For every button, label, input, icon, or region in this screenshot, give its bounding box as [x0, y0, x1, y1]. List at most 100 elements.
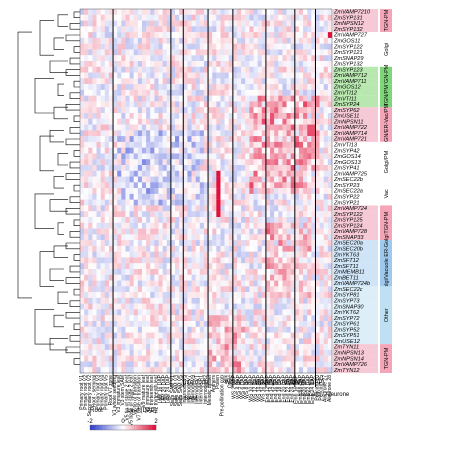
heatmap-cell — [137, 367, 143, 374]
heatmap-cell — [327, 321, 333, 327]
heatmap-cell — [315, 176, 320, 183]
heatmap-cell — [158, 211, 163, 218]
heatmap-cell — [315, 355, 320, 362]
heatmap-cell — [270, 240, 275, 247]
heatmap-cell — [323, 280, 329, 287]
heatmap-cell — [232, 101, 238, 108]
heatmap-cell — [133, 188, 138, 195]
heatmap-cell — [286, 9, 291, 15]
heatmap-cell — [166, 228, 172, 235]
heatmap-cell — [162, 303, 167, 310]
heatmap-cell — [270, 26, 275, 33]
heatmap-cell — [96, 217, 101, 223]
heatmap-cell — [121, 269, 126, 275]
heatmap-cell — [224, 176, 229, 183]
heatmap-cell — [195, 188, 200, 195]
heatmap-cell — [195, 355, 200, 362]
heatmap-cell — [166, 326, 172, 333]
heatmap-cell — [216, 361, 221, 368]
heatmap-cell — [212, 193, 217, 200]
heatmap-cell — [166, 286, 172, 293]
heatmap-cell — [257, 130, 262, 137]
heatmap-cell — [203, 118, 209, 125]
heatmap-cell — [146, 113, 151, 119]
heatmap-cell — [274, 32, 279, 39]
heatmap-cell — [113, 222, 118, 229]
heatmap-cell — [104, 222, 110, 229]
heatmap-cell — [179, 205, 184, 212]
heatmap-cell — [84, 26, 89, 33]
heatmap-cell — [137, 182, 143, 189]
heatmap-cell — [137, 84, 143, 91]
heatmap-cell — [327, 274, 333, 281]
heatmap-cell — [253, 199, 258, 206]
heatmap-cell — [282, 118, 287, 125]
heatmap-cell — [327, 118, 333, 125]
heatmap-cell — [249, 95, 254, 102]
heatmap-cell — [323, 355, 329, 362]
heatmap-cell — [212, 326, 217, 333]
heatmap-cell — [323, 240, 329, 247]
heatmap-cell — [208, 37, 213, 44]
heatmap-cell — [146, 321, 151, 327]
heatmap-cell — [179, 153, 184, 160]
heatmap-cell — [170, 107, 176, 114]
heatmap-cell — [154, 217, 159, 223]
heatmap-cell — [121, 274, 126, 281]
heatmap-cell — [179, 263, 184, 270]
heatmap-cell — [298, 113, 304, 119]
heatmap-cell — [92, 159, 97, 166]
heatmap-cell — [270, 292, 275, 299]
heatmap-cell — [100, 257, 105, 264]
heatmap-cell — [224, 113, 229, 119]
heatmap-cell — [137, 361, 143, 368]
gene-label: ZmTYN12 — [333, 368, 360, 374]
heatmap-cell — [319, 240, 324, 247]
heatmap-cell — [166, 297, 172, 304]
heatmap-cell — [265, 61, 271, 67]
heatmap-cell — [236, 349, 242, 356]
heatmap-cell — [311, 66, 316, 73]
heatmap-cell — [191, 147, 196, 154]
heatmap-cell — [92, 84, 97, 91]
heatmap-cell — [311, 147, 316, 154]
heatmap-cell — [294, 297, 300, 304]
heatmap-cell — [183, 66, 188, 73]
heatmap-cell — [166, 321, 172, 327]
heatmap-cell — [203, 136, 209, 143]
heatmap-cell — [261, 170, 267, 177]
heatmap-cell — [88, 118, 93, 125]
heatmap-cell — [141, 32, 147, 39]
sample-label: V5 base of stage 2 leaf — [128, 374, 134, 426]
heatmap-cell — [249, 55, 254, 62]
heatmap-cell — [129, 263, 134, 270]
heatmap-cell — [195, 26, 200, 33]
heatmap-cell — [282, 66, 287, 73]
heatmap-cell — [154, 292, 159, 299]
heatmap-cell — [261, 49, 267, 56]
heatmap-cell — [191, 297, 196, 304]
heatmap-cell — [158, 153, 163, 160]
heatmap-cell — [92, 188, 97, 195]
gene-label-band — [333, 349, 378, 356]
heatmap-cell — [245, 130, 250, 137]
heatmap-cell — [212, 9, 217, 15]
heatmap-cell — [315, 292, 320, 299]
heatmap-cell — [84, 147, 89, 154]
heatmap-cell — [199, 367, 205, 374]
heatmap-cell — [278, 280, 283, 287]
heatmap-cell — [311, 205, 316, 212]
heatmap-cell — [294, 14, 300, 21]
heatmap-cell — [270, 89, 275, 96]
heatmap-cell — [315, 303, 320, 310]
scale-swatch — [138, 425, 141, 430]
heatmap-cell — [220, 153, 225, 160]
heatmap-cell — [154, 349, 159, 356]
heatmap-cell — [311, 222, 316, 229]
heatmap-cell — [253, 297, 258, 304]
heatmap-cell — [108, 55, 114, 62]
heatmap-cell — [80, 182, 85, 189]
heatmap-cell — [298, 182, 304, 189]
heatmap-cell — [253, 113, 258, 119]
heatmap-cell — [311, 240, 316, 247]
